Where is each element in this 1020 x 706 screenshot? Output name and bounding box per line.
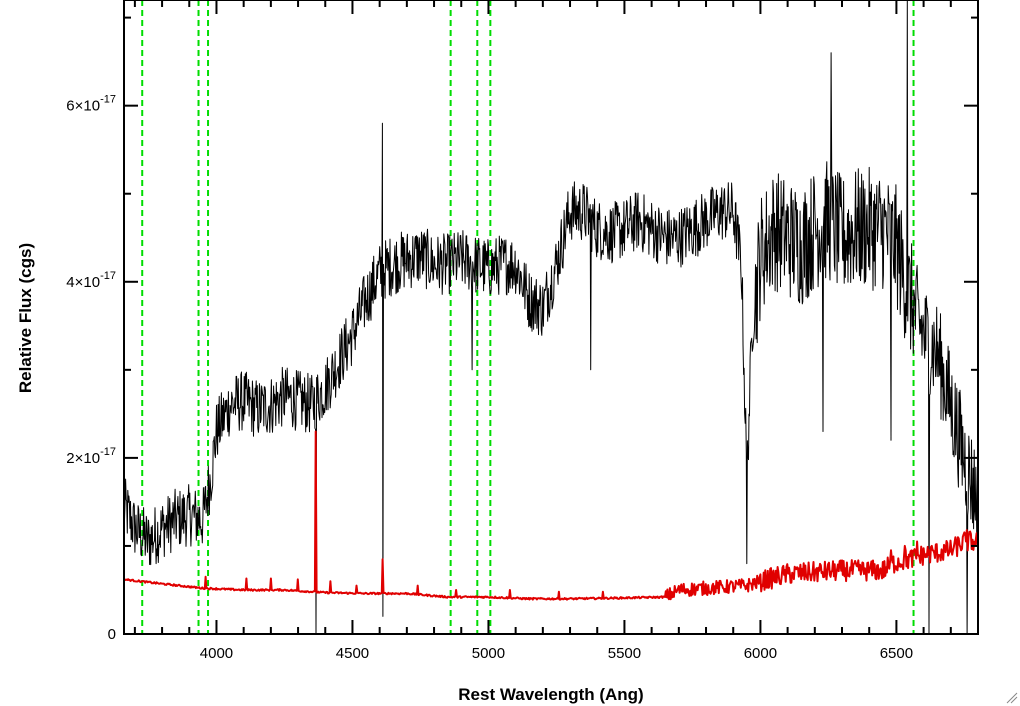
x-tick-label: 4000 — [200, 645, 233, 662]
x-tick-label: 6000 — [744, 645, 777, 662]
x-tick-label: 4500 — [336, 645, 369, 662]
y-tick-label: 2×10-17 — [66, 446, 116, 467]
resize-grip-icon[interactable] — [1006, 692, 1018, 704]
series-layer — [124, 0, 978, 634]
y-tick-label: 0 — [108, 626, 116, 643]
reference-lines — [141, 0, 915, 634]
y-axis-label: Relative Flux (cgs) — [16, 243, 35, 393]
plot-frame — [123, 0, 979, 635]
series-line-red — [124, 430, 978, 601]
x-axis-label: Rest Wavelength (Ang) — [458, 685, 643, 704]
x-tick-label: 5000 — [472, 645, 505, 662]
x-tick-label: 6500 — [880, 645, 913, 662]
axes — [123, 0, 979, 635]
y-tick-label: 4×10-17 — [66, 270, 116, 291]
x-tick-label: 5500 — [608, 645, 641, 662]
series-line-black — [124, 0, 978, 634]
y-tick-label: 6×10-17 — [66, 94, 116, 115]
tick-labels: 4000 4500 5000 5500 6000 6500 0 2×10-17 4×10-17 6… — [66, 94, 913, 662]
